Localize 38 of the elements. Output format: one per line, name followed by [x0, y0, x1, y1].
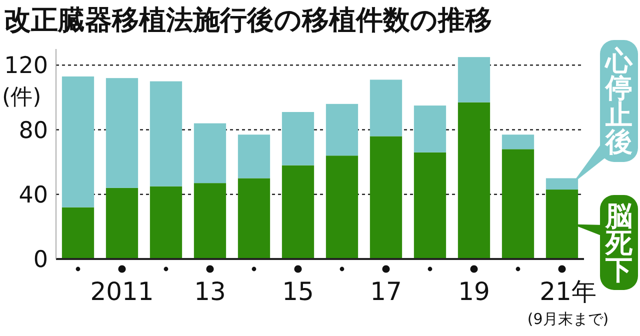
series-label: 心停止後 — [604, 46, 634, 158]
bar — [458, 102, 490, 259]
x-tick-label: 2011 — [90, 277, 154, 306]
x-tick-label: 15 — [282, 277, 314, 306]
bar — [282, 112, 314, 166]
bar — [282, 165, 314, 259]
text: (9月末まで) — [527, 310, 609, 328]
bar — [106, 78, 138, 188]
x-tick-label: 13 — [194, 277, 226, 306]
y-tick-label: 0 — [33, 247, 48, 273]
bar — [326, 156, 358, 259]
bar — [62, 207, 94, 259]
y-tick-label: 80 — [18, 118, 48, 144]
bar — [238, 134, 270, 178]
bar — [458, 57, 490, 102]
bar — [194, 123, 226, 184]
bar — [106, 188, 138, 259]
y-tick-label: 40 — [18, 182, 48, 208]
bar — [546, 178, 578, 190]
bar — [502, 134, 534, 150]
bar — [194, 183, 226, 259]
bar — [150, 81, 182, 186]
y-tick-label: 120 — [4, 53, 48, 80]
bar — [370, 136, 402, 259]
bar — [546, 190, 578, 259]
legend-label: 脳死下 — [604, 200, 634, 286]
bar — [150, 186, 182, 259]
bar — [238, 178, 270, 259]
bar — [414, 152, 446, 259]
bar — [62, 76, 94, 208]
x-tick-label: 17 — [370, 277, 402, 306]
y-axis-title: (件) — [2, 85, 42, 110]
bar — [502, 149, 534, 259]
chart-title: 改正臓器移植法施行後の移植件数の推移 — [4, 5, 492, 36]
bar — [326, 104, 358, 156]
x-tick-label: 19 — [458, 277, 490, 306]
bar — [370, 80, 402, 136]
bar — [414, 106, 446, 152]
